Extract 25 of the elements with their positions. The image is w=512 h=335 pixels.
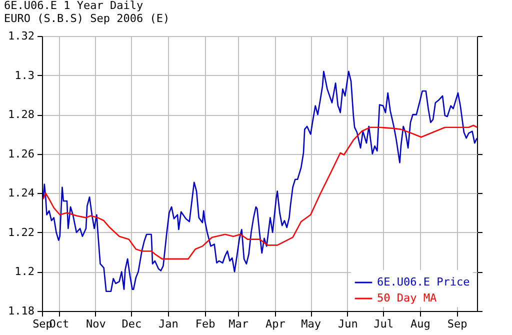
x-tick-label: Jul <box>374 318 394 330</box>
x-tick-label: Apr <box>266 318 286 330</box>
y-tick-label: 1.26 <box>8 147 34 160</box>
legend-label: 50 Day MA <box>377 292 437 304</box>
y-tick-label: 1.22 <box>8 226 34 239</box>
chart-title: 6E.U06.E 1 Year Daily <box>4 0 144 12</box>
line-series <box>42 124 478 260</box>
legend-label: 6E.U06.E Price <box>377 276 470 288</box>
chart-subtitle: EURO (S.B.S) Sep 2006 (E) <box>4 12 170 25</box>
x-tick-label: May <box>301 318 322 330</box>
y-tick-label: 1.3 <box>14 68 34 82</box>
y-tick-label: 1.24 <box>8 186 35 200</box>
x-tick-label: Feb <box>195 318 216 330</box>
x-tick-label: Sep <box>447 318 468 330</box>
y-tick-label: 1.18 <box>8 304 34 318</box>
x-tick-label: Jun <box>338 318 358 330</box>
line-series <box>42 70 478 292</box>
y-tick-label: 1.2 <box>14 265 34 278</box>
x-tick-label: Nov <box>86 318 106 330</box>
x-tick-label: Dec <box>122 318 142 330</box>
y-tick-label: 1.28 <box>8 108 34 122</box>
x-tick-label: Jan <box>158 318 178 330</box>
y-tick-label: 1.32 <box>8 30 34 42</box>
x-tick-label: Mar <box>228 318 249 330</box>
x-tick-label: Aug <box>410 318 430 330</box>
